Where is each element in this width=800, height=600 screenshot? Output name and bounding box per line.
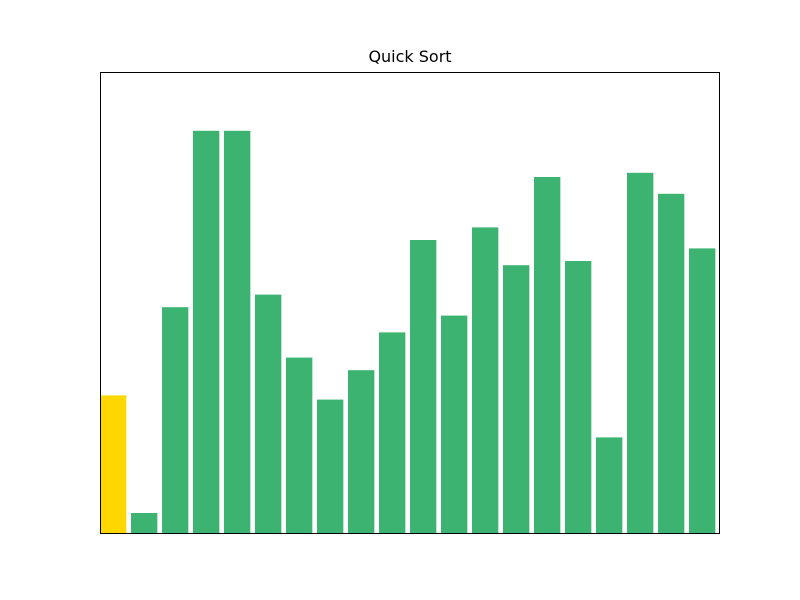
bar-4 <box>193 130 220 535</box>
bar-14 <box>503 265 530 534</box>
bar-1 <box>100 395 127 534</box>
bar-2 <box>131 513 158 534</box>
bar-9 <box>348 370 375 534</box>
axes-frame <box>100 72 720 534</box>
bar-12 <box>441 315 468 534</box>
bar-3 <box>162 307 189 534</box>
bar-7 <box>286 357 313 534</box>
bar-6 <box>255 294 282 534</box>
chart-title: Quick Sort <box>368 47 452 66</box>
bar-17 <box>596 437 623 534</box>
bar-11 <box>410 240 437 534</box>
bar-8 <box>317 399 344 534</box>
bar-16 <box>565 261 592 534</box>
bar-19 <box>658 193 685 535</box>
bar-5 <box>224 130 251 535</box>
bar-10 <box>379 332 406 534</box>
bar-15 <box>534 177 561 534</box>
bar-13 <box>472 227 499 534</box>
bar-18 <box>627 172 654 535</box>
bars-group <box>100 130 716 535</box>
bar-20 <box>689 248 716 534</box>
